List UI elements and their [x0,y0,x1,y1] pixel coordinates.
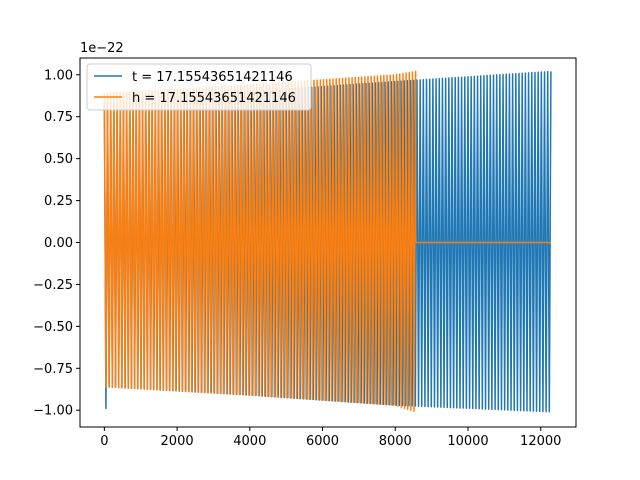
x-axis: 0 2000 4000 6000 8000 10000 12000 [100,427,561,449]
x-tick-label: 6000 [306,434,339,449]
legend-label-series-t: t = 17.15543651421146 [132,70,293,85]
y-tick-label: −0.25 [33,278,73,293]
x-tick-label: 10000 [447,434,488,449]
y-tick-label: 0.75 [44,110,73,125]
plot-area [103,70,552,413]
legend-label-series-h: h = 17.15543651421146 [132,91,296,106]
y-tick-label: 0.25 [44,194,73,209]
y-tick-label: −1.00 [33,404,73,419]
x-tick-label: 4000 [233,434,266,449]
x-tick-label: 8000 [379,434,412,449]
x-tick-label: 12000 [520,434,561,449]
legend: t = 17.15543651421146 h = 17.15543651421… [86,63,312,111]
y-offset-label: 1e−22 [80,41,124,56]
series-line-h [103,70,551,413]
y-tick-label: −0.50 [33,320,73,335]
y-tick-label: 0.00 [44,236,73,251]
x-tick-label: 2000 [161,434,194,449]
x-tick-label: 0 [100,434,108,449]
y-tick-label: 0.50 [44,152,73,167]
y-axis: −1.00 −0.75 −0.50 −0.25 0.00 0.25 0.50 0.75 1.00 [33,68,80,419]
legend-box [86,63,312,111]
y-tick-label: −0.75 [33,362,73,377]
y-tick-label: 1.00 [44,68,73,83]
